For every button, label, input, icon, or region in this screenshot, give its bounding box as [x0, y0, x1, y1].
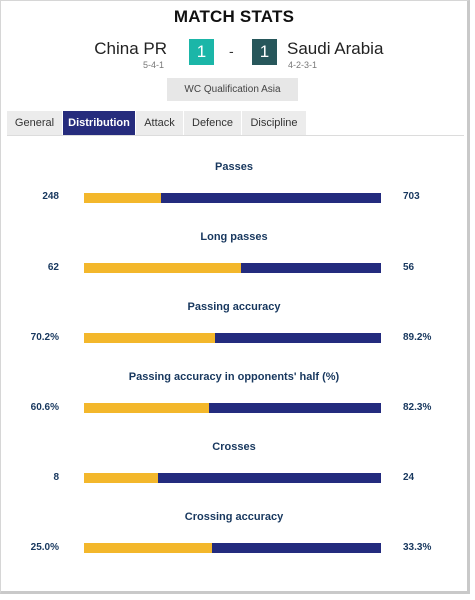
tab-general[interactable]: General: [7, 111, 63, 135]
page-title: MATCH STATS: [173, 7, 295, 26]
away-value: 24: [403, 472, 415, 483]
tab-distribution[interactable]: Distribution: [63, 111, 136, 135]
stat-label: Passing accuracy: [187, 301, 281, 313]
stat-label: Crossing accuracy: [184, 511, 284, 523]
away-bar-segment: [161, 193, 381, 203]
home-value: 8: [53, 472, 59, 483]
home-value: 60.6%: [30, 402, 59, 413]
stat-label: Crosses: [212, 441, 256, 453]
comparison-bar: [84, 543, 381, 553]
home-bar-segment: [84, 473, 159, 483]
tab-defence[interactable]: Defence: [184, 111, 242, 135]
home-value: 70.2%: [30, 332, 59, 343]
home-bar-segment: [84, 193, 162, 203]
away-score-badge: 1: [252, 39, 277, 65]
stat-label: Long passes: [200, 231, 268, 243]
away-bar-segment: [241, 263, 381, 273]
home-bar-segment: [84, 403, 209, 413]
home-formation: 5-4-1: [142, 60, 164, 70]
away-value: 82.3%: [403, 402, 432, 413]
comparison-bar: [84, 403, 381, 413]
competition-badge: WC Qualification Asia: [167, 78, 298, 101]
away-bar-segment: [208, 403, 381, 413]
away-formation: 4-2-3-1: [288, 60, 318, 70]
home-bar-segment: [84, 263, 242, 273]
tab-attack[interactable]: Attack: [136, 111, 184, 135]
away-team-name: Saudi Arabia: [287, 39, 384, 58]
home-bar-segment: [84, 543, 212, 553]
away-value: 703: [403, 191, 420, 202]
comparison-bar: [84, 263, 381, 273]
stat-label: Passing accuracy in opponents' half (%): [128, 371, 340, 383]
comparison-bar: [84, 473, 381, 483]
stat-label: Passes: [215, 161, 253, 173]
stats-tabs: General Distribution Attack Defence Disc…: [7, 111, 307, 135]
home-bar-segment: [84, 333, 215, 343]
away-bar-segment: [211, 543, 381, 553]
home-score-badge: 1: [189, 39, 214, 65]
tab-discipline[interactable]: Discipline: [242, 111, 307, 135]
home-value: 25.0%: [30, 542, 59, 553]
match-stats-panel: MATCH STATS China PR 5-4-1 1 - 1 Saudi A…: [0, 0, 470, 594]
score-separator: -: [229, 43, 234, 59]
comparison-bar: [84, 333, 381, 343]
away-value: 33.3%: [403, 542, 432, 553]
away-value: 56: [403, 262, 415, 273]
home-team-name: China PR: [94, 39, 167, 58]
away-value: 89.2%: [403, 332, 432, 343]
home-value: 248: [42, 191, 59, 202]
away-bar-segment: [158, 473, 381, 483]
away-bar-segment: [214, 333, 381, 343]
comparison-bar: [84, 193, 381, 203]
tabs-divider: [7, 135, 464, 136]
home-value: 62: [47, 262, 59, 273]
